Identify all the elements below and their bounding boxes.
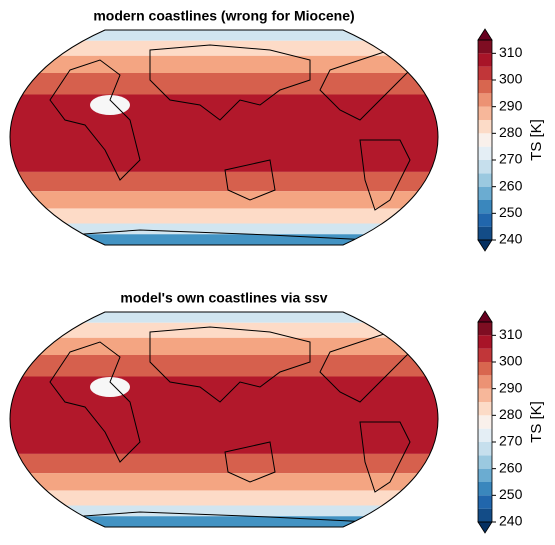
temperature-band [10,73,438,95]
colorbar-tick-label: 240 [499,231,523,247]
colorbar-tick-label: 270 [499,433,523,449]
colorbar-band [478,120,492,134]
temperature-band [10,30,438,41]
panel-title: modern coastlines (wrong for Miocene) [93,8,354,24]
colorbar-tick-label: 270 [499,151,523,167]
panel-title: model's own coastlines via ssv [120,290,327,306]
temperature-band [10,453,438,474]
colorbar-tick-label: 280 [499,124,523,140]
colorbar-band [478,415,492,429]
colorbar-band [478,146,492,160]
colorbar-band [478,213,492,227]
colorbar-band [478,93,492,107]
colorbar-band [478,200,492,214]
colorbar-label: TS [K] [528,401,545,443]
colorbar-band [478,468,492,482]
coastline [224,441,276,483]
map [9,311,439,528]
temperature-band [10,55,438,73]
colorbar-frame [477,39,493,241]
colorbar-band [478,133,492,147]
coastline [149,44,311,121]
map-outline [9,311,439,528]
temperature-band [10,94,438,172]
colorbar-tick-label: 300 [499,71,523,87]
colorbar-band [478,186,492,200]
colorbar-band [478,106,492,120]
coastline [49,59,141,181]
colorbar-extend-top [477,28,493,41]
warm-patch [90,377,130,397]
temperature-band [10,473,438,491]
temperature-band [10,516,438,527]
colorbar-tick-label: 240 [499,513,523,529]
temperature-band [10,208,438,224]
colorbar-band [478,362,492,376]
colorbar-tick-label: 300 [499,353,523,369]
map-field [10,30,438,245]
colorbar-band [478,348,492,362]
colorbar-tick-label: 260 [499,177,523,193]
colorbar-band [478,80,492,94]
colorbar-tick-label: 310 [499,326,523,342]
temperature-band [10,337,438,355]
map-field [10,312,438,527]
colorbar-frame [477,321,493,523]
coastline [359,139,411,211]
temperature-band [10,490,438,506]
colorbar-band [478,322,492,336]
colorbar-band [478,402,492,416]
map-outline [9,29,439,246]
coastline [224,159,276,201]
temperature-band [10,505,438,517]
colorbar-extend-bottom [477,239,493,252]
colorbar-band [478,495,492,509]
colorbar-extend-top [477,310,493,323]
colorbar-band [478,66,492,80]
colorbar-band [478,455,492,469]
coastline [49,341,141,463]
colorbar-tick-label: 260 [499,459,523,475]
temperature-band [10,312,438,323]
colorbar-band [478,482,492,496]
colorbar-tick-label: 280 [499,406,523,422]
colorbar-band [478,508,492,522]
temperature-band [10,355,438,377]
colorbar-band [478,160,492,174]
temperature-band [10,40,438,56]
colorbar-tick-label: 250 [499,204,523,220]
colorbar-band [478,40,492,54]
temperature-band [10,191,438,209]
colorbar-band [478,442,492,456]
colorbar-tick-label: 310 [499,44,523,60]
colorbar-tick-label: 290 [499,379,523,395]
temperature-band [10,234,438,245]
colorbar-label: TS [K] [528,119,545,161]
map [9,29,439,246]
colorbar-band [478,388,492,402]
temperature-band [10,376,438,454]
colorbar-band [478,173,492,187]
colorbar-band [478,375,492,389]
colorbar-band [478,335,492,349]
warm-patch [90,95,130,115]
colorbar-tick-label: 290 [499,97,523,113]
temperature-band [10,322,438,338]
temperature-band [10,171,438,192]
colorbar-band [478,428,492,442]
coastline [149,326,311,403]
colorbar-extend-bottom [477,521,493,534]
temperature-band [10,223,438,235]
colorbar-band [478,226,492,240]
colorbar-band [478,53,492,67]
coastline [359,421,411,493]
colorbar-tick-label: 250 [499,486,523,502]
